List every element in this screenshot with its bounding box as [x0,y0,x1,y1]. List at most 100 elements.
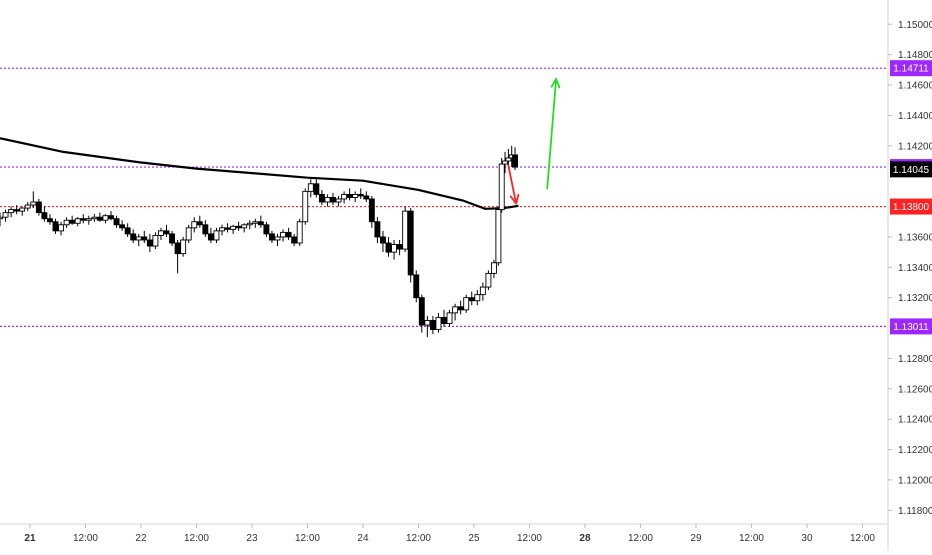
candle-70[interactable] [385,236,392,257]
candle-5[interactable] [24,202,31,212]
candle-34[interactable] [185,224,192,244]
arrow-annotation-0[interactable] [507,164,520,205]
candle-18[interactable] [96,212,103,222]
candle-53[interactable] [291,233,298,247]
candle-33[interactable] [180,236,187,257]
candle-42[interactable] [230,224,237,234]
candle-8[interactable] [41,206,48,222]
arrow-annotation-1[interactable] [546,78,561,190]
level-price-tag-3[interactable]: 1.13011 [890,318,932,335]
candle-92[interactable] [502,151,508,174]
candle-25[interactable] [135,233,142,247]
candle-29[interactable] [157,227,164,240]
candle-68[interactable] [374,217,381,244]
candle-78[interactable] [429,315,436,335]
candle-55[interactable] [302,188,309,225]
candle-48[interactable] [263,221,270,237]
candle-65[interactable] [357,188,364,199]
candle-81[interactable] [446,309,453,327]
candle-45[interactable] [246,220,253,230]
candle-13[interactable] [69,215,76,225]
candle-19[interactable] [102,214,109,224]
candle-28[interactable] [152,232,159,250]
candle-38[interactable] [207,227,214,244]
candle-21[interactable] [113,215,120,228]
candle-79[interactable] [435,312,442,333]
candle-77[interactable] [424,315,431,338]
candle-71[interactable] [391,239,397,260]
candle-61[interactable] [335,195,342,207]
candle-69[interactable] [380,230,386,253]
candle-12[interactable] [63,217,70,228]
candle-43[interactable] [235,221,242,231]
candle-37[interactable] [202,220,209,237]
candle-35[interactable] [191,217,198,233]
candle-63[interactable] [346,188,353,201]
candle-17[interactable] [91,214,98,222]
candle-7[interactable] [35,198,42,216]
candle-62[interactable] [341,191,348,204]
candle-40[interactable] [219,224,225,236]
level-price-tag-2[interactable]: 1.13800 [890,198,932,215]
candle-22[interactable] [119,220,126,231]
candle-85[interactable] [468,291,475,306]
candle-41[interactable] [224,223,231,233]
level-price-tag-0[interactable]: 1.14711 [890,60,932,77]
candle-44[interactable] [241,223,248,233]
candle-52[interactable] [285,227,292,240]
candle-15[interactable] [80,214,87,224]
candle-74[interactable] [407,208,414,283]
candle-32[interactable] [174,239,181,274]
candle-58[interactable] [318,189,325,206]
candle-26[interactable] [141,230,148,244]
candle-23[interactable] [124,223,131,237]
candle-91[interactable] [498,157,505,213]
candle-82[interactable] [452,303,459,321]
candle-10[interactable] [52,218,59,234]
candle-30[interactable] [163,224,170,237]
candle-9[interactable] [47,214,53,225]
candle-1[interactable] [2,209,9,222]
candle-27[interactable] [146,233,153,253]
candle-24[interactable] [130,229,137,244]
candle-2[interactable] [8,206,15,218]
candle-73[interactable] [402,206,409,253]
candle-90[interactable] [495,206,502,266]
candle-66[interactable] [363,191,370,203]
candle-6[interactable] [30,191,37,209]
candle-56[interactable] [307,179,314,198]
candle-72[interactable] [396,239,403,256]
candle-49[interactable] [269,230,275,244]
candle-86[interactable] [474,290,481,306]
candle-84[interactable] [463,294,470,313]
candle-16[interactable] [85,215,92,225]
moving-average-line[interactable] [0,137,519,210]
candle-67[interactable] [368,195,375,228]
candle-80[interactable] [441,309,447,327]
candle-50[interactable] [274,233,281,247]
candle-11[interactable] [58,221,64,236]
candle-83[interactable] [457,300,464,315]
last-price-tag[interactable]: 1.14045 [890,161,932,178]
candle-60[interactable] [330,192,336,206]
candle-20[interactable] [108,211,114,221]
candle-95[interactable] [512,147,518,171]
candle-36[interactable] [196,215,203,228]
candle-47[interactable] [257,215,264,228]
candle-59[interactable] [324,194,331,207]
candle-51[interactable] [280,229,286,242]
candle-57[interactable] [313,179,320,198]
candle-31[interactable] [169,230,176,247]
candle-46[interactable] [252,218,259,228]
candle-0[interactable] [0,212,3,227]
candle-76[interactable] [418,294,425,333]
candle-39[interactable] [213,227,220,244]
candle-87[interactable] [479,282,486,301]
candle-75[interactable] [413,270,420,303]
candle-3[interactable] [13,205,20,215]
candle-64[interactable] [352,191,359,203]
candle-4[interactable] [19,206,26,216]
candle-14[interactable] [74,217,81,227]
candle-89[interactable] [491,259,497,278]
